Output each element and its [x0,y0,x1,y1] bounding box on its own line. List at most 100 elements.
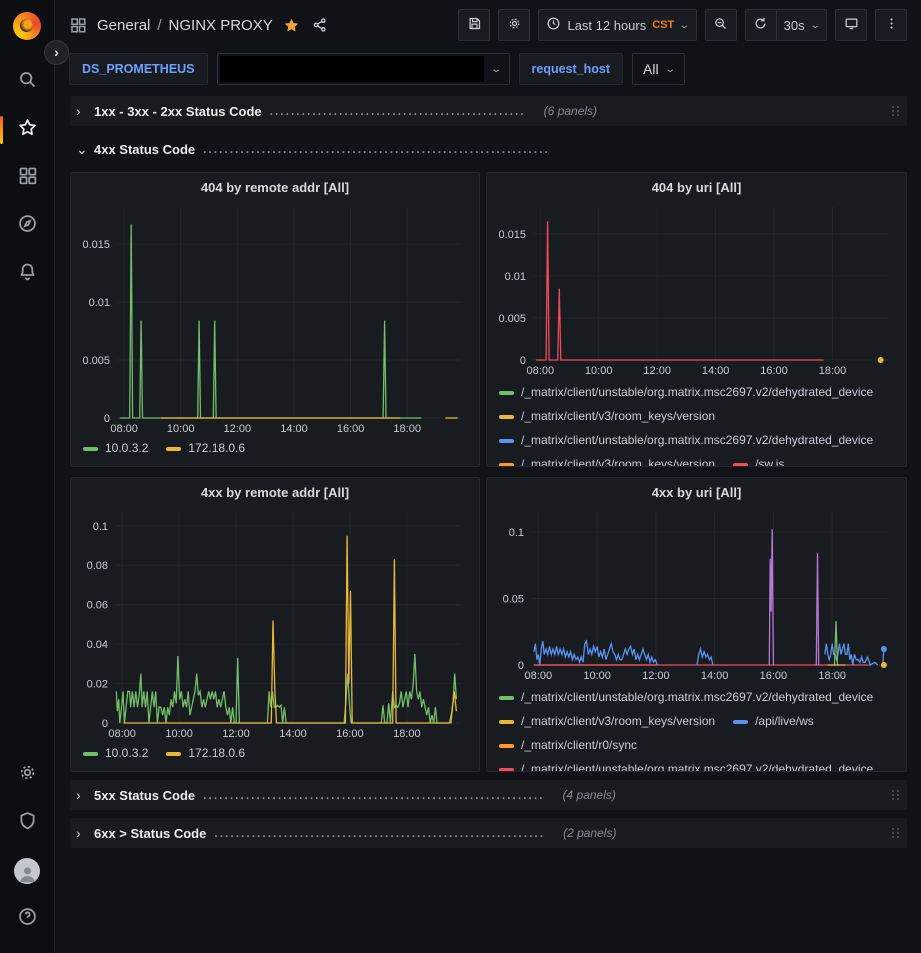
svg-text:16:00: 16:00 [337,423,365,435]
chart-area[interactable]: 0 0.005 0.01 0.015 08:00 10:00 12:00 14:00 16:00… [495,199,898,377]
row-panel-count: (6 panels) [543,104,598,118]
help-icon [17,906,38,932]
legend-item[interactable]: /_matrix/client/v3/room_keys/version [499,714,715,729]
svg-text:0.01: 0.01 [505,271,526,283]
refresh-button[interactable] [744,9,777,41]
chart-area[interactable]: 0 0.05 0.1 08:00 10:00 12:00 14:00 16:00 18:00 [495,504,898,682]
legend-item[interactable]: /api/live/ws [733,714,814,729]
legend-swatch [499,744,514,748]
svg-text:0.05: 0.05 [503,594,524,606]
drag-grip-icon[interactable] [892,790,899,800]
var-label-request-host[interactable]: request_host [518,53,624,85]
gear-icon [17,762,38,788]
row-title: 1xx - 3xx - 2xx Status Code [94,103,262,119]
refresh-interval-label: 30s [783,17,805,33]
svg-text:10:00: 10:00 [167,423,195,435]
chart-plot[interactable]: 0 0.02 0.04 0.06 0.08 0.1 08:00 10:00 12:00 14:00… [79,504,471,740]
panel-title[interactable]: 404 by remote addr [All] [200,180,350,195]
sidebar-expand-button[interactable]: › [44,40,69,65]
svg-text:12:00: 12:00 [643,365,671,377]
legend-item[interactable]: /_matrix/client/unstable/org.matrix.msc2… [499,385,873,400]
chevron-down-icon: ⌄ [678,19,691,31]
svg-text:0.06: 0.06 [87,600,108,612]
row-header-6xx[interactable]: › 6xx > Status Code ....................… [70,818,907,848]
svg-text:10:00: 10:00 [583,670,611,682]
compass-icon [17,213,38,239]
sidebar-item-search[interactable] [0,58,55,106]
svg-text:08:00: 08:00 [108,728,136,740]
legend-item[interactable]: /_matrix/client/v3/room_keys/version [499,409,715,424]
svg-text:18:00: 18:00 [819,365,847,377]
chart-plot[interactable]: 0 0.005 0.01 0.015 08:00 10:00 12:00 14:00 16:00… [495,199,898,377]
svg-text:0.015: 0.015 [498,229,526,241]
sidebar-item-starred[interactable] [0,106,55,154]
sidebar-item-help[interactable] [0,895,55,943]
sidebar-item-configuration[interactable] [0,751,55,799]
panel-title[interactable]: 4xx by remote addr [All] [200,485,350,500]
sidebar-item-profile[interactable] [0,847,55,895]
chart-area[interactable]: 0 0.02 0.04 0.06 0.08 0.1 08:00 10:00 12:00 14:00… [79,504,471,740]
apps-icon [69,16,87,34]
sidebar-item-dashboards[interactable] [0,154,55,202]
refresh-interval-dropdown[interactable]: 30s ⌄ [775,9,827,41]
grafana-logo[interactable] [13,12,41,40]
panel-title[interactable]: 4xx by uri [All] [651,485,742,500]
var-label-ds-prometheus[interactable]: DS_PROMETHEUS [69,53,208,85]
var-value-all-dropdown[interactable]: All ⌄ [632,53,685,85]
legend-item[interactable]: /_matrix/client/unstable/org.matrix.msc2… [499,433,873,448]
save-dashboard-button[interactable] [458,9,491,41]
legend-item[interactable]: /_matrix/client/unstable/org.matrix.msc2… [499,690,873,705]
legend-item[interactable]: 172.18.0.6 [166,441,245,456]
cycle-view-mode-button[interactable] [835,9,867,41]
drag-grip-icon[interactable] [892,106,899,116]
time-range-picker[interactable]: Last 12 hours CST ⌄ [538,9,697,41]
legend-item[interactable]: /_matrix/client/v3/room_keys/version [499,457,716,467]
row-header-1xx[interactable]: › 1xx - 3xx - 2xx Status Code ..........… [70,96,907,126]
svg-text:0.04: 0.04 [87,639,108,651]
panel-legend: /_matrix/client/unstable/org.matrix.msc2… [495,377,898,467]
panel-title[interactable]: 404 by uri [All] [651,180,742,195]
legend-item[interactable]: 10.0.3.2 [83,441,148,456]
legend-item[interactable]: /sw.js [733,457,784,466]
chart-plot[interactable]: 0 0.05 0.1 08:00 10:00 12:00 14:00 16:00 18:00 [495,504,898,682]
svg-text:0: 0 [520,355,526,367]
drag-grip-icon[interactable] [892,828,899,838]
row-header-4xx[interactable]: ⌄ 4xx Status Code ......................… [70,134,907,164]
svg-text:14:00: 14:00 [280,423,308,435]
zoom-out-button[interactable] [704,9,737,41]
chart-plot[interactable]: 0 0.005 0.01 0.015 08:00 10:00 12:00 14:00 16:00… [79,199,471,435]
legend-swatch [499,415,514,419]
svg-text:0.015: 0.015 [82,239,110,251]
chevron-down-icon: ⌄ [663,63,676,75]
legend-swatch [83,447,98,451]
panel-grid: 404 by remote addr [All] 0 0.005 0.01 0.015… [70,172,907,772]
svg-text:0: 0 [102,718,108,730]
svg-text:16:00: 16:00 [760,365,788,377]
breadcrumb-separator: / [157,16,162,34]
panel-legend: 10.0.3.2 172.18.0.6 [79,740,471,761]
legend-swatch [499,463,514,466]
favorite-star-icon[interactable] [283,17,300,34]
svg-text:14:00: 14:00 [702,365,730,377]
sidebar-item-explore[interactable] [0,202,55,250]
share-icon[interactable] [312,17,328,33]
row-header-5xx[interactable]: › 5xx Status Code ......................… [70,780,907,810]
legend-swatch [499,439,514,443]
legend-label: /_matrix/client/unstable/org.matrix.msc2… [521,762,874,772]
dashboard-menu-button[interactable] [875,9,907,41]
legend-item[interactable]: /_matrix/client/unstable/org.matrix.msc2… [499,762,874,772]
legend-label: /_matrix/client/v3/room_keys/version [521,457,716,467]
panel-4xx-by-remote-addr: 4xx by remote addr [All] 0 0.02 0.04 0.06 0.… [70,477,480,772]
sidebar-item-alerting[interactable] [0,250,55,298]
breadcrumb-section[interactable]: General [97,16,151,34]
chart-area[interactable]: 0 0.005 0.01 0.015 08:00 10:00 12:00 14:00 16:00… [79,199,471,435]
var-value-dropdown[interactable]: ⌄ [216,53,510,85]
sidebar-item-server-admin[interactable] [0,799,55,847]
panel-4xx-by-uri: 4xx by uri [All] 0 0.05 0.1 08:00 10:00 12:00… [486,477,907,772]
dashboard-settings-button[interactable] [498,9,531,41]
breadcrumb-title[interactable]: NGINX PROXY [168,16,273,34]
legend-item[interactable]: /_matrix/client/r0/sync [499,738,637,753]
legend-label: /_matrix/client/r0/sync [521,738,638,752]
legend-item[interactable]: 172.18.0.6 [166,746,245,761]
legend-item[interactable]: 10.0.3.2 [83,746,148,761]
